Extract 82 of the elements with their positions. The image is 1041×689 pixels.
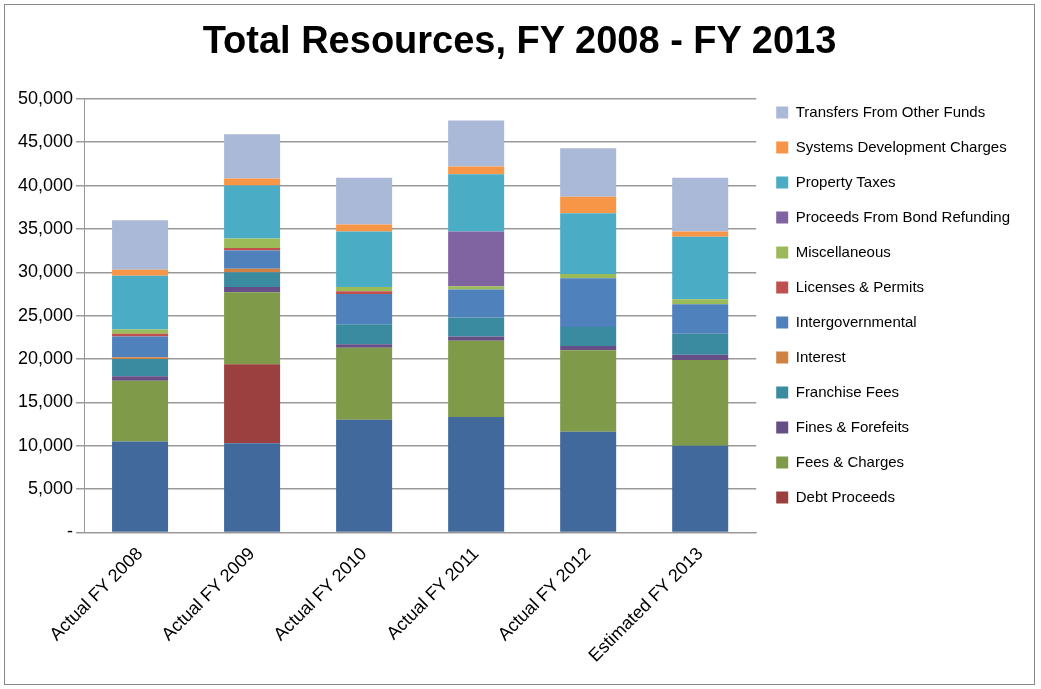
bar (560, 274, 617, 279)
legend-label: Interest (795, 347, 847, 365)
legend-label: Fines & Forefeits (795, 417, 910, 435)
bar (224, 134, 281, 179)
y-tick-label: 40,000 (17, 174, 74, 195)
bar (448, 417, 505, 532)
bar (112, 359, 169, 377)
legend-label: Licenses & Permits (795, 277, 925, 295)
bar (672, 359, 729, 446)
y-tick-label: 5,000 (28, 478, 74, 499)
bar (448, 289, 505, 318)
bar (112, 220, 169, 270)
bar (448, 231, 505, 287)
bar (112, 329, 169, 334)
bar (112, 380, 169, 442)
y-tick-label: 20,000 (17, 347, 74, 368)
bar (560, 326, 617, 346)
bar (336, 347, 393, 420)
bar (224, 247, 281, 251)
legend-label: Fees & Charges (795, 452, 905, 470)
legend-label: Proceeds From Bond Refunding (795, 207, 1011, 225)
bar (672, 445, 729, 532)
bar (448, 286, 505, 290)
bar (672, 231, 729, 237)
bar (336, 293, 393, 325)
bar (224, 185, 281, 239)
bar (560, 350, 617, 432)
bar (448, 340, 505, 418)
bar (224, 238, 281, 248)
bar (224, 250, 281, 269)
legend-label: Property Taxes (795, 172, 896, 190)
bar (336, 344, 393, 348)
bar (560, 148, 617, 197)
bar (560, 213, 617, 275)
bar (448, 166, 505, 175)
bar (224, 364, 281, 444)
legend-label: Miscellaneous (795, 242, 891, 260)
bar (672, 304, 729, 334)
legend-label: Franchise Fees (795, 382, 900, 400)
y-tick-label: 25,000 (17, 304, 74, 325)
bar (336, 177, 393, 225)
bar (336, 224, 393, 232)
bar (448, 174, 505, 232)
bar (224, 287, 281, 293)
y-tick-label: 30,000 (17, 261, 74, 282)
bar (336, 291, 393, 294)
bar (112, 275, 169, 330)
bar (112, 336, 169, 358)
bar (448, 336, 505, 341)
bar (560, 431, 617, 532)
bar (448, 317, 505, 337)
bar (336, 419, 393, 532)
bar (112, 441, 169, 532)
bar (672, 236, 729, 300)
bar (112, 269, 169, 276)
bar (448, 120, 505, 167)
bar (336, 287, 393, 292)
y-tick-label: 10,000 (17, 434, 74, 455)
legend-label: Debt Proceeds (795, 487, 895, 505)
bar (224, 272, 281, 288)
y-tick-label: 35,000 (17, 217, 74, 238)
chart-title: Total Resources, FY 2008 - FY 2013 (201, 19, 838, 62)
bar (672, 354, 729, 360)
y-tick-label: - (67, 521, 74, 542)
bar (672, 177, 729, 232)
bar (112, 376, 169, 381)
y-tick-label: 50,000 (17, 87, 74, 108)
bar (672, 299, 729, 305)
bar (224, 178, 281, 186)
bar (224, 443, 281, 532)
bar (224, 292, 281, 365)
bar (336, 324, 393, 345)
y-tick-label: 45,000 (17, 131, 74, 152)
bar (336, 231, 393, 288)
bar (560, 196, 617, 214)
legend-label: Systems Development Charges (795, 137, 1007, 155)
legend-label: Transfers From Other Funds (795, 102, 986, 120)
bar (672, 333, 729, 355)
legend-label: Intergovernmental (795, 312, 917, 330)
bar (560, 346, 617, 351)
bar (560, 278, 617, 327)
y-tick-label: 15,000 (17, 391, 74, 412)
